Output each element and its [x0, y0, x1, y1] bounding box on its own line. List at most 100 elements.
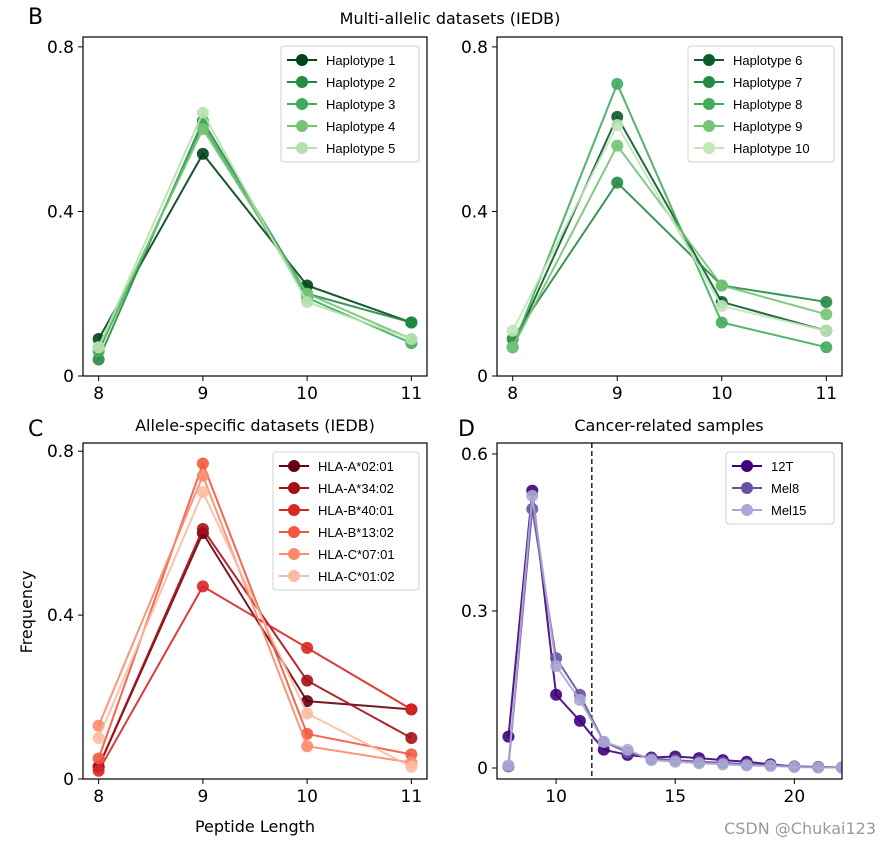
y-tick-label: 0.6: [461, 445, 488, 465]
series-line: [507, 495, 842, 769]
panel-d-title: Cancer-related samples: [574, 416, 763, 435]
data-point: [301, 695, 314, 708]
legend-label: Haplotype 9: [733, 119, 802, 134]
data-point: [611, 119, 624, 132]
panel-label-d: D: [458, 417, 475, 442]
data-point: [196, 123, 209, 136]
data-point: [301, 641, 314, 654]
y-tick-label: 0: [477, 367, 488, 387]
y-tick-label: 0.8: [461, 38, 488, 58]
legend-label: 12T: [771, 459, 793, 474]
y-tick-label: 0: [63, 770, 74, 790]
series-line: [97, 585, 412, 772]
series-line: [511, 114, 827, 348]
data-point: [502, 759, 515, 772]
legend-label: Haplotype 1: [326, 53, 395, 68]
legend-swatch-marker: [703, 98, 715, 110]
data-point: [820, 341, 833, 354]
plot-area: [92, 457, 418, 777]
data-point: [764, 759, 777, 772]
data-point: [405, 703, 418, 716]
axes-frame: [496, 36, 843, 377]
legend-label: Haplotype 10: [733, 141, 810, 156]
data-point: [693, 757, 706, 770]
legend-swatch-marker: [703, 54, 715, 66]
legend-box: [687, 45, 835, 163]
legend-swatch-marker: [741, 504, 753, 516]
data-point: [196, 457, 209, 470]
legend-label: Haplotype 2: [326, 75, 395, 90]
series-line: [97, 110, 412, 348]
legend-label: HLA-A*34:02: [318, 481, 394, 496]
data-point: [301, 707, 314, 720]
legend-label: HLA-C*07:01: [318, 547, 395, 562]
legend-label: Haplotype 6: [733, 53, 802, 68]
x-tick-label: 9: [197, 787, 208, 807]
data-point: [405, 732, 418, 745]
series-line: [511, 181, 827, 340]
legend-label: HLA-B*13:02: [318, 525, 394, 540]
data-point: [196, 469, 209, 482]
legend-box: [725, 451, 835, 525]
x-tick-label: 10: [296, 787, 318, 807]
x-tick-label: 11: [401, 787, 423, 807]
legend-swatch-marker: [703, 120, 715, 132]
data-point: [611, 139, 624, 152]
series-line: [507, 508, 842, 769]
series-line: [97, 152, 412, 340]
series-line: [511, 81, 827, 349]
data-point: [92, 353, 105, 366]
data-point: [715, 279, 728, 292]
data-point: [645, 754, 658, 767]
legend-swatch-marker: [288, 526, 300, 538]
legend-label: Haplotype 5: [326, 141, 395, 156]
panel-b-right: 8 9 10 11 0 0.4 0.8 Haplotype 6 Haplotype 7 Haplo…: [461, 36, 843, 404]
data-point: [550, 688, 563, 701]
data-point: [196, 106, 209, 119]
axes-frame: [82, 36, 428, 377]
legend-swatch-marker: [288, 504, 300, 516]
x-axis-label: Peptide Length: [195, 817, 315, 836]
y-axis-label: Frequency: [17, 571, 36, 654]
x-tick-label: 10: [545, 787, 567, 807]
data-point: [820, 324, 833, 337]
legend-label: HLA-A*02:01: [318, 459, 394, 474]
y-tick-label: 0.4: [47, 606, 74, 626]
legend-swatch-marker: [288, 548, 300, 560]
y-tick-label: 0.4: [47, 202, 74, 222]
x-tick-label: 15: [664, 787, 686, 807]
x-tick-label: 10: [296, 384, 318, 404]
data-point: [301, 740, 314, 753]
legend-swatch-marker: [288, 570, 300, 582]
legend-label: HLA-B*40:01: [318, 503, 394, 518]
legend-swatch-marker: [741, 482, 753, 494]
data-point: [196, 147, 209, 160]
legend-swatch-marker: [703, 142, 715, 154]
legend-swatch-marker: [703, 76, 715, 88]
panel-d: 10 15 20 0 0.3 0.6 12T Mel8 Mel15: [461, 442, 843, 807]
panel-b-left: 8 9 10 11 0 0.4 0.8 Haplotype 1 Haplotype 2 Haplo…: [47, 36, 428, 404]
legend-swatch-marker: [288, 460, 300, 472]
series-line: [97, 489, 412, 768]
panel-c: 8 9 10 11 0 0.4 0.8 HLA-A*02:01 HLA-A*34:02 HLA-B…: [47, 442, 428, 807]
data-point: [669, 755, 682, 768]
data-point: [611, 110, 624, 123]
data-point: [715, 300, 728, 313]
legend-swatch-marker: [296, 54, 308, 66]
legend-swatch-marker: [741, 460, 753, 472]
x-tick-label: 11: [815, 384, 837, 404]
x-tick-label: 8: [93, 384, 104, 404]
data-point: [92, 752, 105, 765]
legend-box: [280, 45, 420, 163]
y-tick-label: 0.3: [461, 602, 488, 622]
data-point: [196, 486, 209, 499]
data-point: [820, 308, 833, 321]
data-point: [597, 735, 610, 748]
data-point: [405, 316, 418, 329]
series-line: [97, 473, 412, 764]
data-point: [573, 693, 586, 706]
y-tick-label: 0.8: [47, 442, 74, 462]
suptitle: Multi-allelic datasets (IEDB): [340, 9, 561, 28]
data-point: [92, 764, 105, 777]
data-point: [550, 659, 563, 672]
